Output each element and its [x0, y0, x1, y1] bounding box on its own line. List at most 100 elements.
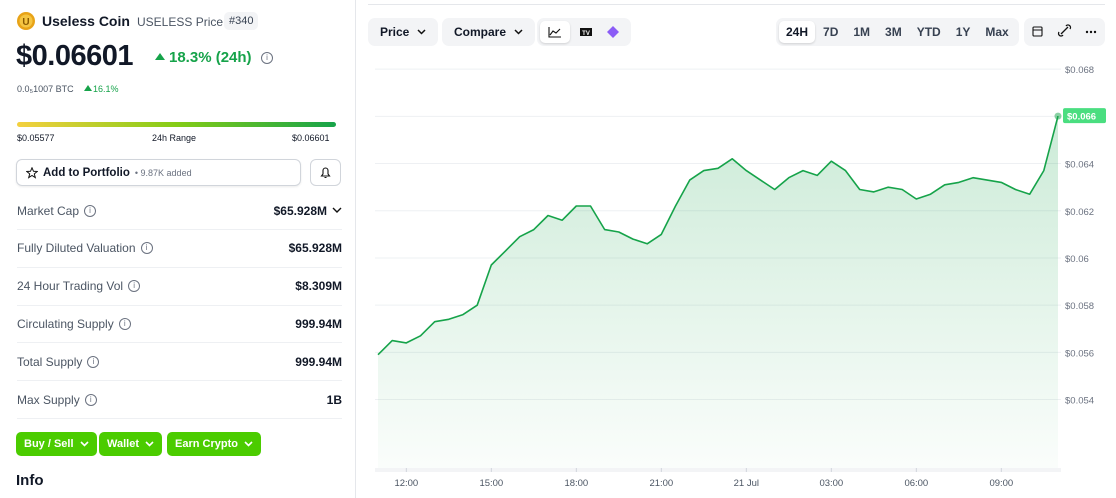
y-tick-label: $0.06 [1065, 254, 1089, 265]
price-menu[interactable]: Price [368, 18, 439, 46]
star-icon [26, 166, 38, 179]
price-change: 18.3% (24h) [169, 49, 252, 66]
bell-icon [320, 167, 331, 179]
chevron [79, 441, 89, 447]
chart-style-group: TV [537, 18, 631, 46]
wallet-button[interactable]: Wallet [99, 432, 162, 456]
stat-label: Market Cap [17, 203, 80, 218]
chevron[interactable] [332, 207, 342, 214]
stat-value: 1B [326, 392, 342, 407]
buy-sell-button[interactable]: Buy / Sell [16, 432, 97, 456]
current-price-label: $0.066 [1067, 112, 1096, 123]
stat-row: Market Cap i $65.928M [17, 192, 342, 230]
earn-button[interactable]: Earn Crypto [167, 432, 261, 456]
info-icon[interactable]: i [84, 393, 97, 406]
coin-logo: U [17, 12, 35, 30]
chevron [514, 29, 523, 35]
info-icon[interactable]: i [84, 204, 97, 217]
info-icon[interactable]: i [118, 317, 131, 330]
stat-label: Circulating Supply [17, 316, 114, 331]
area-fill [378, 116, 1058, 468]
range-label: 24h Range [152, 133, 197, 143]
range-button[interactable]: YTD [916, 25, 941, 39]
stat-value-group: $65.928M [289, 241, 342, 255]
compare-menu[interactable]: Compare [442, 18, 536, 46]
add-portfolio-button[interactable]: Add to Portfolio • 9.87K added [16, 159, 301, 186]
info-icon[interactable]: i [261, 52, 273, 64]
chevron [244, 441, 253, 447]
range-button[interactable]: 1M [853, 25, 871, 39]
current-price-tag [1063, 108, 1106, 124]
price-line [377, 115, 1059, 356]
stat-value-group: $8.309M [295, 279, 342, 293]
stat-label-group: Total Supply i [17, 355, 100, 369]
range-low: $0.05577 [17, 133, 55, 143]
stat-row: Fully Diluted Valuation i $65.928M [17, 230, 342, 268]
stat-label: 24 Hour Trading Vol [17, 279, 124, 294]
stat-label: Fully Diluted Valuation [17, 241, 136, 256]
x-tick-label: 15:00 [479, 478, 503, 489]
stat-value-group: 999.94M [295, 317, 342, 331]
y-tick-label: $0.064 [1065, 160, 1094, 171]
tool-icons[interactable] [1024, 18, 1105, 46]
chart-tools [1024, 18, 1105, 46]
svg-text:TV: TV [582, 31, 590, 37]
stat-label-group: Market Cap i [17, 203, 97, 218]
menu-label: Compare [454, 25, 507, 39]
stat-label-group: Max Supply i [17, 393, 97, 407]
stat-row: Max Supply i 1B [17, 381, 342, 419]
stat-label-group: 24 Hour Trading Vol i [17, 279, 141, 294]
range-selector: 24H 7D 1M 3M YTD 1Y Max [776, 18, 1019, 46]
svg-text:U: U [22, 17, 29, 28]
x-tick-label: 21 Jul [734, 478, 759, 489]
range-button[interactable]: 3M [885, 25, 902, 39]
range-bar [17, 122, 336, 127]
stat-label-group: Fully Diluted Valuation i [17, 241, 153, 255]
menu-label: Price [380, 25, 410, 39]
range-button[interactable]: 1Y [955, 25, 971, 39]
coin-name: Useless Coin [42, 13, 130, 29]
button-label: Wallet [107, 438, 139, 450]
chevron [417, 29, 426, 35]
portfolio-label: Add to Portfolio [43, 166, 130, 179]
range-high: $0.06601 [292, 133, 330, 143]
stat-value: 999.94M [295, 354, 342, 369]
x-tick-label: 12:00 [394, 478, 418, 489]
info-heading: Info [16, 472, 44, 489]
x-tick-label: 09:00 [989, 478, 1013, 489]
stat-value: $8.309M [295, 279, 342, 294]
tool-toggle[interactable] [606, 25, 620, 39]
tradingview-toggle[interactable]: TV [579, 25, 593, 39]
stat-value: 999.94M [295, 316, 342, 331]
y-tick-label: $0.062 [1065, 207, 1094, 218]
y-tick-label: $0.068 [1065, 65, 1094, 76]
line-chart-toggle[interactable] [540, 21, 570, 43]
line-icon [548, 27, 561, 38]
coin-panel: U Useless Coin USELESS Price #340 $0.066… [0, 0, 356, 498]
range-button[interactable]: 24H [779, 21, 816, 43]
btc-change: 16.1% [93, 84, 119, 94]
up-arrow [84, 85, 92, 91]
stat-value: $65.928M [273, 203, 327, 218]
price: $0.06601 [16, 40, 133, 72]
stat-label-group: Circulating Supply i [17, 317, 131, 331]
button-label: Earn Crypto [175, 438, 238, 450]
stat-value: $65.928M [288, 241, 342, 256]
info-icon[interactable]: i [140, 242, 153, 255]
range-button[interactable]: Max [985, 25, 1009, 39]
info-icon[interactable]: i [128, 280, 141, 293]
rank-badge: #340 [224, 12, 259, 30]
stat-value-group: $65.928M [274, 204, 342, 218]
stat-value-group: 1B [327, 393, 342, 407]
x-tick-label: 03:00 [819, 478, 843, 489]
coin-symbol: USELESS Price [137, 15, 224, 29]
y-tick-label: $0.058 [1065, 301, 1094, 312]
y-tick-label: $0.054 [1065, 396, 1094, 407]
info-icon[interactable]: i [87, 355, 100, 368]
alert-button[interactable] [310, 159, 341, 186]
range-button[interactable]: 7D [823, 25, 839, 39]
stat-row: Circulating Supply i 999.94M [17, 305, 342, 344]
x-axis-band [375, 468, 1061, 472]
